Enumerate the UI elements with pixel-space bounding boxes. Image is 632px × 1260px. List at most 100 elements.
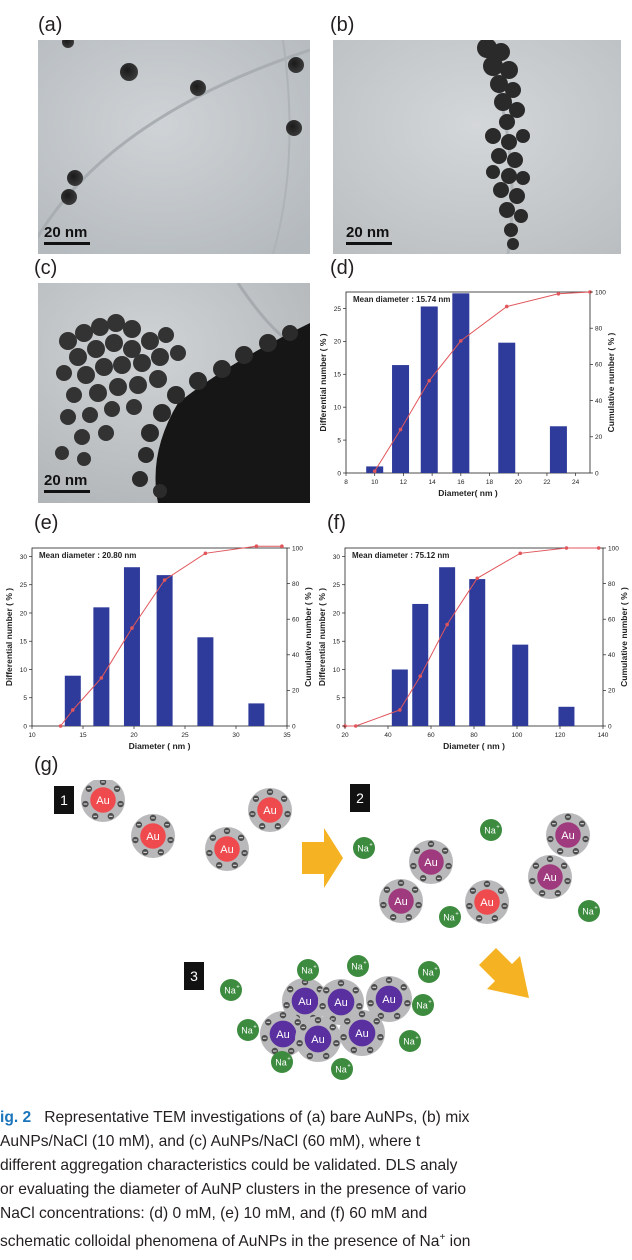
sodium-charge: + <box>455 912 459 918</box>
x-tick-label: 24 <box>572 479 580 486</box>
x-axis-label: Diameter( nm ) <box>438 488 498 498</box>
tem-image-b <box>333 40 621 254</box>
particle-core <box>418 849 444 875</box>
au-nanoparticle: Au <box>339 1010 385 1056</box>
au-nanoparticle: Au <box>248 788 292 832</box>
particle-core <box>375 985 403 1013</box>
sodium-ion: Na + <box>271 1051 293 1073</box>
sodium-circle <box>578 900 600 922</box>
particle-core <box>348 1019 376 1047</box>
histogram-bar <box>248 703 265 726</box>
y-tick-label: 0 <box>337 470 341 477</box>
sodium-circle <box>331 1058 353 1080</box>
y-tick-label: 15 <box>333 639 341 646</box>
x-tick-label: 80 <box>470 732 478 739</box>
x-tick-label: 120 <box>555 732 566 739</box>
sodium-label: Na <box>301 966 313 976</box>
y2-tick-label: 40 <box>292 652 300 659</box>
dls-chart-d-svg: 8 10 12 14 16 18 20 22 24 0 5 10 15 20 25 0 20 40 60 80 100 M… <box>318 289 616 498</box>
histogram-bar <box>498 342 516 473</box>
sodium-circle <box>418 961 440 983</box>
sodium-circle <box>412 994 434 1016</box>
particle-label: Au <box>96 795 109 807</box>
step-number: 3 <box>190 968 198 984</box>
histogram-bar <box>64 675 81 726</box>
cumulative-point <box>475 576 480 581</box>
cumulative-point <box>518 551 523 556</box>
caption-superscript: + <box>439 1232 446 1243</box>
particle-core <box>327 988 355 1016</box>
panel-label-d: (d) <box>330 257 355 279</box>
au-nanoparticle: Au <box>409 840 453 884</box>
x-tick-label: 20 <box>130 732 138 739</box>
x-tick-label: 14 <box>429 479 437 486</box>
figure-caption: ig. 2 Representative TEM investigations … <box>0 1106 632 1250</box>
y-tick-label: 10 <box>20 667 28 674</box>
x-tick-label: 16 <box>457 479 465 486</box>
histogram-bar <box>412 603 429 726</box>
dls-chart-e: 10 15 20 25 30 35 0 5 10 15 20 25 30 0 20 40 60 80 100 Mean… <box>2 538 318 754</box>
sodium-label: Na <box>335 1065 347 1075</box>
particle-core <box>474 889 500 915</box>
y-tick-label: 15 <box>20 639 28 646</box>
sodium-ion: Na + <box>331 1058 353 1080</box>
y2-tick-label: 60 <box>292 617 300 624</box>
au-nanoparticle: Au <box>528 855 572 899</box>
au-nanoparticle: Au <box>546 813 590 857</box>
y2-tick-label: 0 <box>595 470 599 477</box>
x-tick-label: 140 <box>598 732 609 739</box>
figure-number: ig. 2 <box>0 1109 32 1126</box>
step-marker <box>184 962 204 990</box>
sodium-label: Na <box>443 913 455 923</box>
y-tick-label: 20 <box>333 610 341 617</box>
histogram-bar <box>439 567 456 726</box>
caption-line-4: or evaluating the diameter of AuNP clust… <box>0 1181 467 1198</box>
x-tick-label: 15 <box>79 732 87 739</box>
sodium-ion: Na + <box>439 906 461 928</box>
particle-core <box>214 836 240 862</box>
y-tick-label: 10 <box>334 404 342 411</box>
particle-core <box>304 1025 332 1053</box>
cumulative-point <box>398 427 403 432</box>
panel-label-f: (f) <box>327 512 346 534</box>
y-tick-label: 30 <box>20 554 28 561</box>
sodium-label: Na <box>422 968 434 978</box>
particle-label: Au <box>382 994 395 1006</box>
sodium-ion: Na + <box>412 994 434 1016</box>
particle-core <box>90 787 116 813</box>
cumulative-line <box>60 545 282 727</box>
sodium-circle <box>237 1019 259 1041</box>
sodium-charge: + <box>253 1025 257 1031</box>
cumulative-point <box>353 724 358 728</box>
caption-line-2: AuNPs/NaCl (10 mM), and (c) AuNPs/NaCl (… <box>0 1133 421 1150</box>
particle-core <box>537 864 563 890</box>
histogram-bar <box>93 607 110 726</box>
y-tick-label: 0 <box>23 723 27 730</box>
cumulative-point <box>162 578 167 582</box>
y2-tick-label: 40 <box>608 652 616 659</box>
x-tick-label: 30 <box>232 732 240 739</box>
y2-tick-label: 80 <box>292 581 300 588</box>
x-tick-label: 20 <box>341 732 349 739</box>
particle-core <box>555 822 581 848</box>
sodium-charge: + <box>236 985 240 991</box>
x-axis-label: Diameter ( nm ) <box>129 741 191 751</box>
cumulative-point <box>280 544 284 549</box>
x-tick-label: 60 <box>427 732 435 739</box>
sodium-label: Na <box>357 844 369 854</box>
caption-line-6: schematic colloidal phenomena of AuNPs i… <box>0 1233 440 1251</box>
sodium-circle <box>271 1051 293 1073</box>
cumulative-point <box>596 546 601 550</box>
dls-chart-f: 20 40 60 80 100 120 140 0 5 10 15 20 25 30 0 20 40 60 80 10… <box>312 538 632 754</box>
particle-label: Au <box>334 997 347 1009</box>
y-tick-label: 5 <box>23 695 27 702</box>
step-marker <box>350 784 370 812</box>
cumulative-point <box>58 724 63 728</box>
sodium-ion: Na + <box>399 1030 421 1052</box>
dls-chart-e-svg: 10 15 20 25 30 35051015202530020406080100Mean… <box>4 544 313 751</box>
panel-label-a: (a) <box>38 14 63 36</box>
histogram-bar <box>469 579 486 726</box>
histogram-bar <box>452 293 470 473</box>
cumulative-point <box>203 551 208 556</box>
cumulative-point <box>398 708 402 712</box>
